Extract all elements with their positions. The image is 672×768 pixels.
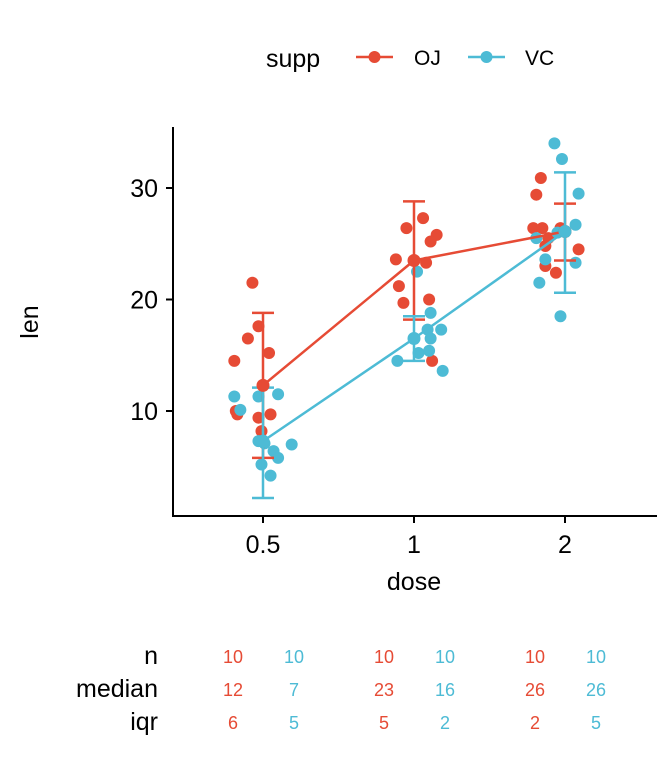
table-cell-n-oj: 10 [374, 647, 394, 667]
data-point-vc [285, 438, 298, 451]
table-cell-iqr-oj: 2 [530, 713, 540, 733]
table-cell-median-oj: 12 [223, 680, 243, 700]
table-row-label-median: median [76, 675, 158, 703]
table-row-label-n: n [144, 642, 158, 670]
table-cell-median-vc: 16 [435, 680, 455, 700]
axes: 10 20 30 0.5 1 2 dose len [16, 127, 657, 596]
data-point-oj [397, 296, 410, 309]
data-point-vc [228, 390, 241, 403]
data-point-vc [533, 276, 546, 289]
data-point-oj [426, 354, 439, 367]
data-point-vc [272, 388, 285, 401]
means-layer [256, 224, 572, 448]
data-point-oj [527, 222, 540, 235]
legend-title: supp [266, 45, 320, 73]
y-ticks: 10 20 30 [130, 175, 173, 426]
legend-label-vc: VC [525, 47, 554, 70]
x-tick-label: 1 [407, 531, 421, 559]
y-tick-label: 30 [130, 175, 158, 203]
legend: supp OJ VC [266, 45, 554, 73]
data-point-oj [536, 222, 549, 235]
mean-point-vc [407, 332, 421, 346]
table-cell-median-oj: 26 [525, 680, 545, 700]
x-axis-title: dose [387, 568, 441, 596]
mean-point-vc [256, 434, 270, 448]
data-point-vc [412, 347, 425, 360]
table-cell-n-oj: 10 [223, 647, 243, 667]
data-point-vc [424, 306, 437, 319]
mean-point-oj [256, 378, 270, 392]
legend-key-vc-dot [480, 51, 493, 63]
data-point-oj [392, 280, 405, 293]
data-point-vc [554, 310, 567, 323]
table-cell-median-vc: 7 [289, 680, 299, 700]
data-point-oj [264, 408, 277, 421]
data-point-vc [391, 354, 404, 367]
summary-table: n median iqr 10 12 6 10 7 5 10 23 5 10 16 2 10 26 2 10 2… [76, 642, 606, 736]
data-point-vc [435, 323, 448, 336]
table-cell-n-oj: 10 [525, 647, 545, 667]
table-cell-iqr-vc: 5 [289, 713, 299, 733]
points-layer [228, 137, 585, 482]
table-cell-iqr-oj: 5 [379, 713, 389, 733]
table-cell-n-vc: 10 [586, 647, 606, 667]
x-ticks: 0.5 1 2 [246, 516, 572, 559]
mean-point-vc [558, 224, 572, 238]
data-point-vc [569, 218, 582, 231]
data-point-oj [246, 276, 259, 289]
table-cell-n-vc: 10 [435, 647, 455, 667]
table-cell-n-vc: 10 [284, 647, 304, 667]
data-point-oj [534, 171, 547, 184]
data-point-vc [264, 469, 277, 482]
data-point-oj [417, 212, 430, 225]
table-cell-iqr-vc: 5 [591, 713, 601, 733]
mean-point-oj [407, 253, 421, 267]
table-values: 10 12 6 10 7 5 10 23 5 10 16 2 10 26 2 10 26 5 [223, 647, 606, 733]
table-cell-median-oj: 23 [374, 680, 394, 700]
data-point-oj [400, 222, 413, 235]
data-point-vc [423, 344, 436, 357]
data-point-oj [255, 425, 268, 438]
data-point-vc [436, 364, 449, 377]
data-point-vc [234, 403, 247, 416]
y-axis-title: len [16, 305, 44, 338]
legend-key-oj-dot [368, 51, 381, 63]
data-point-vc [272, 451, 285, 464]
data-point-oj [263, 347, 276, 360]
data-point-oj [572, 243, 585, 256]
data-point-vc [255, 458, 268, 471]
y-tick-label: 20 [130, 287, 158, 315]
data-point-oj [424, 235, 437, 248]
data-point-oj [252, 320, 265, 333]
data-point-vc [539, 253, 552, 266]
x-tick-label: 2 [558, 531, 572, 559]
data-point-oj [228, 354, 241, 367]
table-cell-iqr-vc: 2 [440, 713, 450, 733]
data-point-vc [572, 187, 585, 200]
table-cell-iqr-oj: 6 [228, 713, 238, 733]
data-point-vc [548, 137, 561, 150]
data-point-oj [423, 293, 436, 306]
y-tick-label: 10 [130, 398, 158, 426]
data-point-oj [389, 253, 402, 266]
data-point-vc [252, 390, 265, 403]
data-point-oj [549, 266, 562, 279]
x-tick-label: 0.5 [246, 531, 281, 559]
data-point-vc [424, 332, 437, 345]
table-row-label-iqr: iqr [130, 708, 158, 736]
legend-label-oj: OJ [414, 47, 441, 70]
data-point-vc [569, 256, 582, 269]
data-point-oj [241, 332, 254, 345]
data-point-vc [555, 153, 568, 166]
table-cell-median-vc: 26 [586, 680, 606, 700]
data-point-oj [252, 411, 265, 424]
data-point-oj [530, 188, 543, 201]
